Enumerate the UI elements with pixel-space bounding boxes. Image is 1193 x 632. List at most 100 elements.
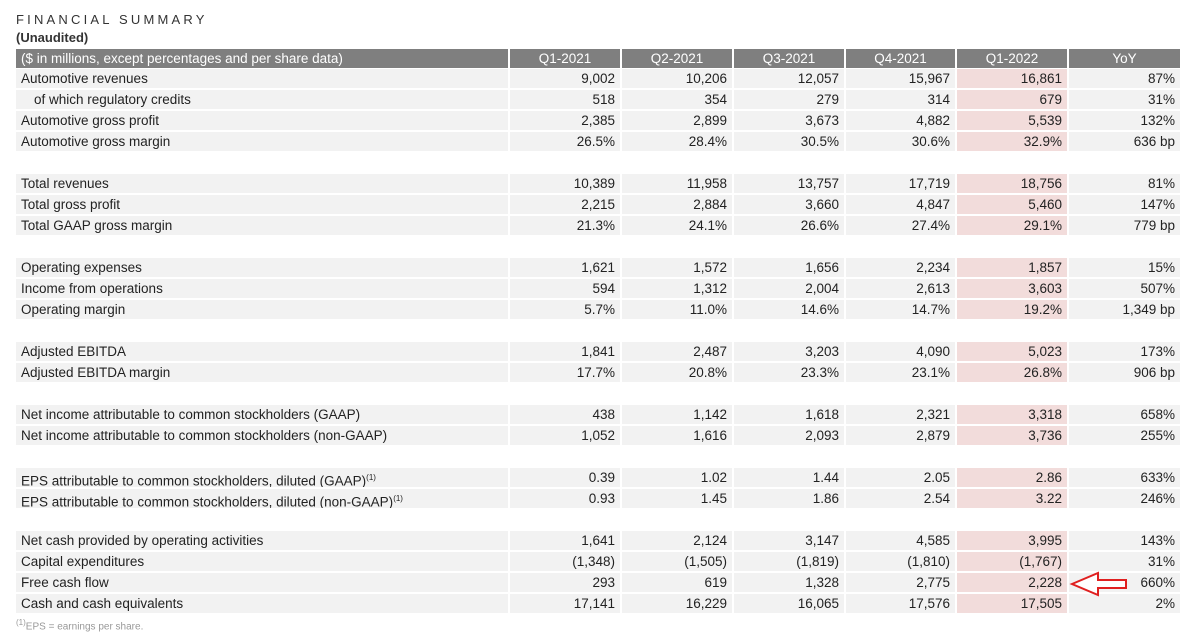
label-text: Cash and cash equivalents — [21, 596, 184, 611]
value-cell: 2,093 — [734, 426, 844, 445]
value-cell: 87% — [1069, 69, 1180, 88]
row-label: Cash and cash equivalents — [16, 594, 508, 613]
value-cell: 30.6% — [846, 132, 955, 151]
value-cell: 24.1% — [622, 216, 732, 235]
value-cell: 5.7% — [510, 300, 620, 319]
row-label: Free cash flow — [16, 573, 508, 592]
label-text: Total revenues — [21, 176, 109, 191]
value-cell: 779 bp — [1069, 216, 1180, 235]
value-cell: 143% — [1069, 531, 1180, 550]
subtitle: (Unaudited) — [16, 30, 89, 45]
row-label: Net income attributable to common stockh… — [16, 405, 508, 424]
value-cell: (1,819) — [734, 552, 844, 571]
value-cell: 5,023 — [957, 342, 1067, 361]
value-cell: 1,572 — [622, 258, 732, 277]
value-cell: 0.93 — [510, 489, 620, 508]
row-label: Net income attributable to common stockh… — [16, 426, 508, 445]
row-label: Income from operations — [16, 279, 508, 298]
value-cell: 173% — [1069, 342, 1180, 361]
value-cell: 4,882 — [846, 111, 955, 130]
value-cell: 633% — [1069, 468, 1180, 487]
value-cell: 3,203 — [734, 342, 844, 361]
label-text: Operating margin — [21, 302, 126, 317]
value-cell: 17.7% — [510, 363, 620, 382]
value-cell: 26.5% — [510, 132, 620, 151]
value-cell: 23.3% — [734, 363, 844, 382]
value-cell: 3,318 — [957, 405, 1067, 424]
value-cell: 26.6% — [734, 216, 844, 235]
value-cell: 1.45 — [622, 489, 732, 508]
value-cell: 5,539 — [957, 111, 1067, 130]
label-text: Adjusted EBITDA margin — [21, 365, 171, 380]
label-text: Net income attributable to common stockh… — [21, 428, 388, 443]
value-cell: 3,147 — [734, 531, 844, 550]
row-label: Adjusted EBITDA — [16, 342, 508, 361]
value-cell: 636 bp — [1069, 132, 1180, 151]
value-cell: 1,312 — [622, 279, 732, 298]
value-cell: 2,215 — [510, 195, 620, 214]
label-text: of which regulatory credits — [34, 92, 191, 107]
value-cell: 2.54 — [846, 489, 955, 508]
value-cell: 255% — [1069, 426, 1180, 445]
row-label: EPS attributable to common stockholders,… — [16, 468, 508, 487]
value-cell: 147% — [1069, 195, 1180, 214]
value-cell: 1,328 — [734, 573, 844, 592]
value-cell: 16,861 — [957, 69, 1067, 88]
arrow-shape — [1069, 571, 1127, 597]
label-text: Automotive revenues — [21, 71, 148, 86]
row-label: Total gross profit — [16, 195, 508, 214]
column-header: ($ in millions, except percentages and p… — [16, 49, 508, 68]
value-cell: 29.1% — [957, 216, 1067, 235]
label-text: Adjusted EBITDA — [21, 344, 127, 359]
value-cell: 16,229 — [622, 594, 732, 613]
value-cell: 1,142 — [622, 405, 732, 424]
label-text: EPS attributable to common stockholders,… — [21, 473, 367, 488]
row-label: Total GAAP gross margin — [16, 216, 508, 235]
value-cell: 1,841 — [510, 342, 620, 361]
value-cell: 0.39 — [510, 468, 620, 487]
value-cell: 15,967 — [846, 69, 955, 88]
value-cell: 679 — [957, 90, 1067, 109]
value-cell: 3,995 — [957, 531, 1067, 550]
footnote-text: EPS = earnings per share. — [25, 621, 144, 632]
value-cell: 21.3% — [510, 216, 620, 235]
value-cell: 3,603 — [957, 279, 1067, 298]
label-mark: (1) — [366, 473, 376, 482]
value-cell: 10,389 — [510, 174, 620, 193]
value-cell: 30.5% — [734, 132, 844, 151]
row-label: Adjusted EBITDA margin — [16, 363, 508, 382]
row-label: Total revenues — [16, 174, 508, 193]
label-text: EPS attributable to common stockholders,… — [21, 494, 394, 509]
column-header: Q1-2022 — [957, 49, 1067, 68]
value-cell: (1,810) — [846, 552, 955, 571]
value-cell: 81% — [1069, 174, 1180, 193]
label-text: Net cash provided by operating activitie… — [21, 533, 264, 548]
column-header: Q3-2021 — [734, 49, 844, 68]
value-cell: 17,719 — [846, 174, 955, 193]
row-label: Operating margin — [16, 300, 508, 319]
value-cell: 31% — [1069, 552, 1180, 571]
value-cell: 17,505 — [957, 594, 1067, 613]
value-cell: 1,618 — [734, 405, 844, 424]
value-cell: 4,847 — [846, 195, 955, 214]
value-cell: 3.22 — [957, 489, 1067, 508]
value-cell: 18,756 — [957, 174, 1067, 193]
label-text: Operating expenses — [21, 260, 142, 275]
value-cell: 1.44 — [734, 468, 844, 487]
value-cell: 26.8% — [957, 363, 1067, 382]
value-cell: 2.05 — [846, 468, 955, 487]
value-cell: (1,348) — [510, 552, 620, 571]
value-cell: (1,767) — [957, 552, 1067, 571]
value-cell: 1.02 — [622, 468, 732, 487]
value-cell: 2,228 — [957, 573, 1067, 592]
label-text: Capital expenditures — [21, 554, 145, 569]
value-cell: 19.2% — [957, 300, 1067, 319]
value-cell: 2,124 — [622, 531, 732, 550]
value-cell: 32.9% — [957, 132, 1067, 151]
label-text: Free cash flow — [21, 575, 109, 590]
value-cell: 658% — [1069, 405, 1180, 424]
value-cell: 507% — [1069, 279, 1180, 298]
value-cell: 2,385 — [510, 111, 620, 130]
value-cell: 2.86 — [957, 468, 1067, 487]
